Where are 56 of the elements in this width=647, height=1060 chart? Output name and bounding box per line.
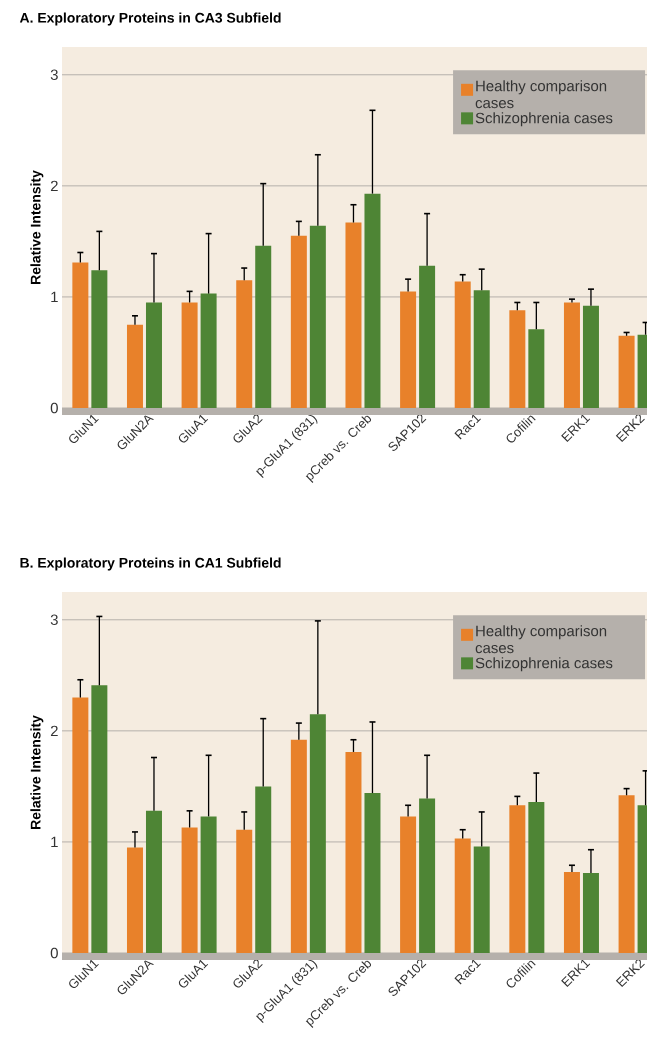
bar <box>563 871 580 954</box>
chart-title: B. Exploratory Proteins in CA1 Subfield <box>20 557 281 571</box>
y-tick-label: 1 <box>51 836 58 848</box>
bar <box>309 225 326 409</box>
bar <box>290 739 307 954</box>
y-tick-label: 2 <box>50 180 58 192</box>
bar <box>236 829 253 954</box>
y-axis-title: Relative Intensity <box>30 715 44 829</box>
y-axis-title: Relative Intensity <box>30 170 44 284</box>
bar <box>419 798 436 954</box>
bar <box>364 193 381 409</box>
bar <box>528 329 545 409</box>
bar <box>126 324 143 409</box>
y-tick-label: 2 <box>50 725 58 737</box>
bar <box>509 805 526 954</box>
legend-label: Schizophrenia cases <box>475 657 613 672</box>
bar <box>528 801 545 954</box>
y-tick-label: 3 <box>50 69 58 81</box>
bar <box>364 793 381 954</box>
bar <box>419 265 436 409</box>
bar <box>126 847 143 954</box>
bar <box>91 270 108 409</box>
chart-title: A. Exploratory Proteins in CA3 Subfield <box>19 12 281 26</box>
bar <box>200 293 217 409</box>
bar <box>309 714 326 954</box>
bar <box>236 280 253 409</box>
y-tick-label: 3 <box>50 614 58 626</box>
bar <box>255 245 272 409</box>
bar <box>509 310 526 409</box>
bar <box>200 816 217 954</box>
bar <box>145 810 162 954</box>
bar <box>563 302 580 409</box>
bar <box>345 222 362 409</box>
bar <box>473 290 490 409</box>
bar <box>255 786 272 954</box>
y-tick-label: 0 <box>50 947 58 959</box>
bar <box>345 751 362 954</box>
bar <box>290 235 307 409</box>
bar <box>400 291 417 409</box>
bar <box>72 697 89 954</box>
y-tick-label: 0 <box>50 402 58 414</box>
bar <box>582 305 599 409</box>
legend-label: Schizophrenia cases <box>475 112 613 127</box>
bar <box>454 281 471 409</box>
legend-label: Healthy comparison cases <box>475 625 607 654</box>
y-tick-label: 1 <box>51 291 58 303</box>
bar <box>181 827 198 954</box>
bar <box>582 873 599 954</box>
legend-label: Healthy comparison cases <box>475 80 607 109</box>
bar <box>473 846 490 954</box>
bar <box>400 816 417 954</box>
bar <box>181 302 198 409</box>
bar <box>91 685 108 954</box>
bar <box>145 302 162 409</box>
bar <box>454 838 471 954</box>
bar <box>72 262 89 409</box>
